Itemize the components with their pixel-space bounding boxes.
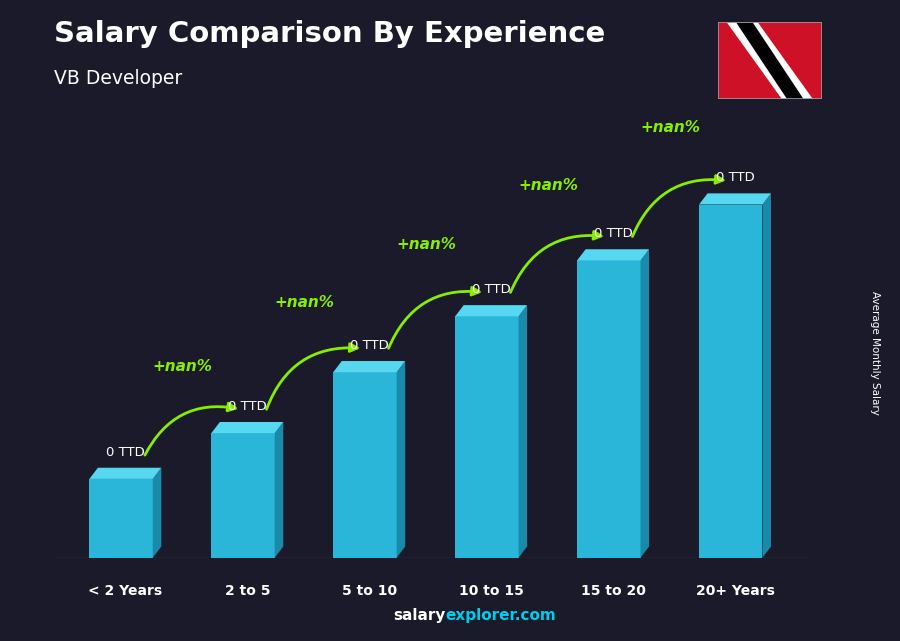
Polygon shape	[518, 305, 527, 558]
Text: explorer.com: explorer.com	[446, 608, 556, 623]
Text: Salary Comparison By Experience: Salary Comparison By Experience	[54, 20, 605, 48]
Polygon shape	[727, 22, 813, 99]
Polygon shape	[641, 249, 649, 558]
Text: Average Monthly Salary: Average Monthly Salary	[869, 290, 880, 415]
Text: 0 TTD: 0 TTD	[228, 400, 266, 413]
Text: 0 TTD: 0 TTD	[472, 283, 510, 296]
Text: 5 to 10: 5 to 10	[342, 584, 397, 598]
Polygon shape	[736, 22, 804, 99]
Polygon shape	[718, 22, 822, 99]
Text: 0 TTD: 0 TTD	[350, 339, 389, 352]
Polygon shape	[153, 468, 161, 558]
Polygon shape	[89, 479, 153, 558]
Text: < 2 Years: < 2 Years	[88, 584, 162, 598]
Text: 0 TTD: 0 TTD	[106, 445, 145, 458]
Polygon shape	[212, 433, 274, 558]
Polygon shape	[699, 204, 762, 558]
Polygon shape	[212, 422, 284, 433]
Text: 15 to 20: 15 to 20	[580, 584, 645, 598]
Polygon shape	[333, 361, 405, 372]
Text: 2 to 5: 2 to 5	[224, 584, 270, 598]
Polygon shape	[455, 305, 527, 316]
Text: 0 TTD: 0 TTD	[594, 227, 633, 240]
Polygon shape	[333, 372, 397, 558]
Text: VB Developer: VB Developer	[54, 69, 182, 88]
Polygon shape	[274, 422, 284, 558]
Text: +nan%: +nan%	[397, 237, 456, 252]
Polygon shape	[455, 316, 518, 558]
Text: salary: salary	[393, 608, 446, 623]
Polygon shape	[699, 194, 771, 204]
Text: +nan%: +nan%	[518, 178, 579, 194]
Polygon shape	[89, 468, 161, 479]
Text: 0 TTD: 0 TTD	[716, 171, 754, 184]
Text: +nan%: +nan%	[641, 120, 700, 135]
Text: +nan%: +nan%	[153, 359, 212, 374]
Text: 10 to 15: 10 to 15	[459, 584, 524, 598]
Text: 20+ Years: 20+ Years	[696, 584, 774, 598]
Polygon shape	[577, 260, 641, 558]
Text: +nan%: +nan%	[274, 296, 335, 310]
Polygon shape	[577, 249, 649, 260]
Polygon shape	[762, 194, 771, 558]
Polygon shape	[397, 361, 405, 558]
